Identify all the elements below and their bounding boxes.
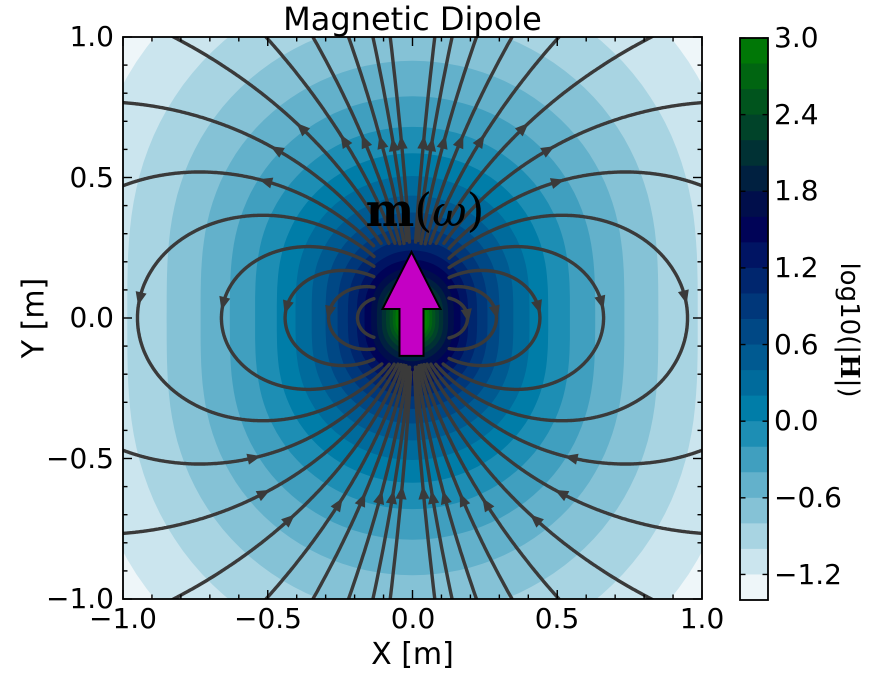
- colorbar-label-H: H: [834, 354, 864, 379]
- y-axis-label: Y [m]: [16, 277, 52, 359]
- colorbar-tick-label: 2.4: [774, 98, 819, 131]
- x-tick-label: 0.0: [390, 602, 436, 635]
- y-tick-label: 1.0: [69, 20, 114, 53]
- x-tick-label: 1.0: [679, 602, 725, 635]
- colorbar-label-suffix: |): [834, 378, 864, 398]
- y-tick-label: 0.5: [69, 161, 114, 194]
- colorbar-tick-label: 1.2: [774, 251, 819, 284]
- colorbar-label-prefix: log10(|: [834, 262, 864, 355]
- colorbar-tick-label: −0.6: [774, 481, 842, 514]
- x-tick-label: 0.5: [534, 602, 580, 635]
- y-tick-label: 0.0: [69, 301, 114, 334]
- x-axis-label: X [m]: [371, 637, 454, 672]
- chart-title: Magnetic Dipole: [283, 0, 542, 38]
- colorbar-tick-label: 1.8: [774, 174, 819, 207]
- colorbar-label: log10(|H|): [834, 262, 864, 397]
- annotation-m: m: [365, 182, 415, 237]
- colorbar-tick-label: 0.6: [774, 328, 819, 361]
- colorbar-tick-label: 3.0: [774, 21, 819, 54]
- annotation-open-paren: (: [414, 182, 433, 237]
- annotation-omega: ω: [432, 186, 467, 236]
- colorbar-tick-label: −1.2: [774, 558, 842, 591]
- annotation-close-paren: ): [466, 182, 485, 237]
- x-tick-label: −0.5: [234, 602, 302, 635]
- colorbar-tick-label: 0.0: [774, 404, 819, 437]
- dipole-moment-annotation: m(ω): [366, 183, 485, 237]
- y-tick-label: −1.0: [46, 582, 114, 615]
- y-tick-label: −0.5: [46, 442, 114, 475]
- x-tick-label: −1.0: [89, 602, 157, 635]
